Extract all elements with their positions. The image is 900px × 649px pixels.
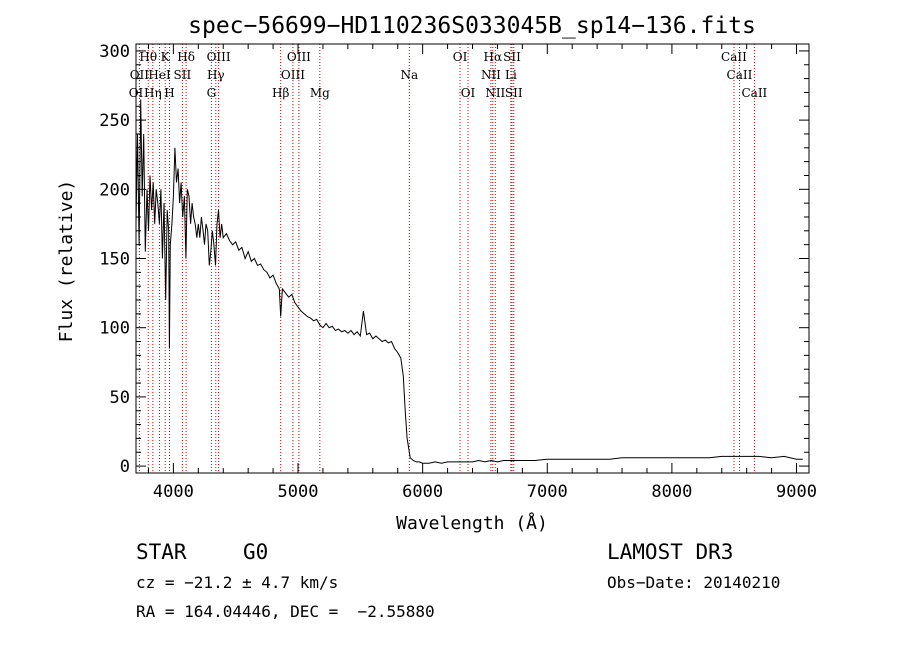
axis-tick-labels: 4000 5000 6000 7000 8000 9000 0 50 100 150 200 250 3… (99, 42, 817, 502)
line-label: Hβ (272, 86, 289, 100)
y-tick-label: 0 (120, 457, 130, 477)
line-label: SII (505, 86, 523, 100)
line-label: OI (461, 86, 476, 100)
y-tick-label: 200 (99, 180, 130, 200)
line-label: Na (400, 68, 418, 82)
y-tick-label: 250 (99, 111, 130, 131)
y-tick-label: 150 (99, 250, 130, 270)
x-tick-label: 9000 (776, 482, 817, 502)
line-label: H (164, 86, 174, 100)
coordinates-text: RA = 164.04446, DEC = −2.55880 (136, 602, 435, 621)
chart-title: spec−56699−HD110236S033045B_sp14−136.fit… (188, 13, 756, 39)
line-label: CaII (721, 50, 747, 64)
line-label: CaII (727, 68, 753, 82)
y-tick-label: 50 (110, 388, 130, 408)
y-tick-label: 300 (99, 42, 130, 62)
y-tick-label: 100 (99, 319, 130, 339)
x-tick-label: 6000 (402, 482, 443, 502)
plot-frame (135, 43, 810, 474)
subclass-label: G0 (243, 540, 269, 564)
y-axis-label: Flux (relative) (56, 180, 77, 343)
line-label: NII (481, 68, 501, 82)
x-tick-label: 5000 (278, 482, 319, 502)
line-label: Hα (484, 50, 503, 64)
line-label: CaII (741, 86, 767, 100)
line-label: SII (174, 68, 192, 82)
line-label: OIII (281, 68, 305, 82)
line-label: OIII (207, 50, 231, 64)
line-label: Li (505, 68, 517, 82)
spectrum-line (135, 99, 803, 464)
line-label: OIII (287, 50, 311, 64)
line-label: NII (485, 86, 505, 100)
line-label: SII (503, 50, 521, 64)
x-tick-label: 8000 (651, 482, 692, 502)
velocity-text: cz = −21.2 ± 4.7 km/s (136, 573, 339, 592)
survey-label: LAMOST DR3 (607, 540, 734, 564)
x-axis-label: Wavelength (Å) (396, 512, 548, 534)
emission-line-markers (138, 44, 755, 473)
line-label: Hθ (139, 50, 157, 64)
line-label: Hδ (177, 50, 195, 64)
line-label: K (161, 50, 171, 64)
x-tick-label: 7000 (527, 482, 568, 502)
x-tick-label: 4000 (153, 482, 194, 502)
line-label: Hγ (207, 68, 225, 82)
line-label: Mg (310, 86, 330, 100)
axis-ticks (136, 44, 809, 473)
line-label: G (207, 86, 217, 100)
obs-date-text: Obs−Date: 20140210 (607, 573, 781, 592)
class-label: STAR (136, 540, 187, 564)
line-label: OII (130, 68, 150, 82)
line-label: HeI (148, 68, 171, 82)
line-label: Hη (144, 86, 162, 100)
line-label: OI (453, 50, 468, 64)
